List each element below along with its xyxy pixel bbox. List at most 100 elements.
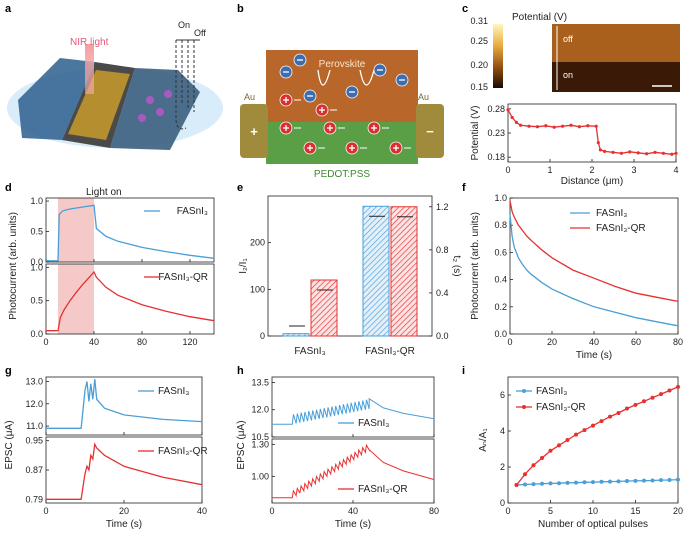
x-tick-label: 10 (588, 506, 598, 516)
trap-well (359, 69, 375, 86)
light-on-label: Light on (86, 187, 122, 198)
x-tick-label: 0 (43, 506, 48, 516)
nir-beam (85, 44, 94, 94)
series-line-red-point (650, 395, 655, 400)
potential-profile-line-point (514, 120, 519, 124)
series-line-red-point (582, 428, 587, 433)
y-tick-label: 0.8 (494, 220, 507, 230)
x-tick-label: 0 (505, 165, 510, 175)
potential-profile-line-point (619, 151, 624, 155)
y2-tick-label: 0.0 (436, 331, 449, 341)
colorbar-title: Potential (V) (512, 12, 567, 23)
panel-labels: a b c d e f g h i (5, 3, 468, 377)
map-on-region (552, 62, 680, 92)
chart-c-profile: 0 1 2 3 4 0.28 0.23 0.18 Distance (μm) Potential … (470, 103, 679, 187)
y-tick-label: 12.0 (25, 399, 43, 409)
series-line-blue-point (574, 480, 578, 485)
y-tick-label: 0.28 (487, 104, 505, 114)
x-axis-label: Time (s) (576, 350, 612, 361)
y-tick-label: 0.0 (30, 329, 43, 339)
panel-label-h: h (237, 365, 244, 377)
x-tick-label: 40 (589, 337, 599, 347)
potential-profile-line-point (636, 151, 640, 155)
y2-tick-label: 0.8 (436, 245, 449, 255)
series-line-red-point (565, 438, 570, 442)
y-tick-label: 0.18 (487, 152, 505, 162)
series-line-red-point (667, 388, 672, 393)
pulse-waveform (175, 40, 195, 130)
series-line-blue-point (633, 478, 638, 483)
pulse-train-line-h_top (272, 397, 435, 425)
x-tick-label: 20 (673, 506, 683, 516)
y-axis-label: Photocurrent (arb. units) (8, 212, 19, 320)
y-tick-label: 0.2 (494, 302, 507, 312)
chart-e-frame (267, 195, 433, 337)
perovskite-layer (266, 50, 418, 122)
potential-profile-line (507, 109, 677, 155)
series-line-blue-point (650, 478, 655, 483)
series-line-blue-point (667, 477, 672, 482)
y-tick-label: 6 (500, 390, 505, 400)
y-tick-label: 100 (250, 284, 265, 294)
series-line-red-point (625, 406, 629, 411)
series-line-red-point (548, 448, 553, 453)
series-line-blue-point (616, 479, 621, 484)
potential-profile-line-point (594, 124, 598, 128)
series-line-blue-point (608, 479, 612, 484)
panel-label-d: d (5, 182, 12, 194)
potential-profile-line-point (670, 152, 674, 156)
potential-profile-line-point (519, 123, 523, 127)
map-off-label: off (563, 34, 573, 44)
series-line-blue-point (582, 480, 587, 485)
chart-d_top-frame (45, 197, 215, 263)
potential-profile-line-point (561, 124, 565, 128)
x-tick-label: 120 (182, 337, 197, 347)
on-label: On (178, 20, 190, 30)
y-tick-label: 0.79 (25, 494, 43, 504)
y-tick-label: 4 (500, 426, 505, 436)
y-tick-label: 0.5 (30, 296, 43, 306)
y2-axis-label: t₂ (s) (451, 255, 462, 276)
potential-profile-line-point (674, 151, 678, 155)
nir-light-label: NIR light (70, 37, 109, 48)
potential-profile-line-point (544, 124, 548, 128)
trap-well (317, 69, 331, 86)
series-line-blue (509, 214, 679, 327)
series-line-red-point (676, 384, 680, 389)
chart-h-epsc-train: 10.5 12.0 13.5 FASnI₃ 0 40 80 1.00 1.30 FASnI₃-QR… (236, 376, 439, 530)
x-tick-label: 1 (547, 165, 552, 175)
x-tick-label: 0 (507, 337, 512, 347)
panel-c: Potential (V) 0.31 0.25 0.20 0.15 off on… (470, 12, 680, 187)
x-tick-label: 80 (429, 506, 439, 516)
y-tick-label: 200 (250, 238, 265, 248)
panel-label-b: b (237, 3, 244, 15)
x-tick-label: 15 (630, 506, 640, 516)
x-tick-label: 80 (673, 337, 683, 347)
panel-label-e: e (237, 182, 243, 194)
x-tick-label: 4 (673, 165, 678, 175)
series-line-red-point (616, 411, 621, 415)
series-line-red-point (608, 414, 612, 419)
left-electrode-block (18, 58, 95, 140)
legend-label: FASnI₃ (177, 206, 208, 217)
x-tick-label: 2 (589, 165, 594, 175)
pedot-label: PEDOT:PSS (314, 169, 370, 180)
panel-b-schematic: Perovskite PEDOT:PSS Au Au + − (240, 50, 444, 180)
y-tick-label: 0.23 (487, 128, 505, 138)
category-label: FASnI₃-QR (365, 346, 415, 357)
potential-profile-line-point (645, 152, 649, 156)
potential-profile-line-point (611, 150, 615, 154)
y-tick-label: 0.95 (25, 436, 43, 446)
y-axis-label: I₂/I₁ (238, 258, 249, 274)
colorbar-tick: 0.25 (470, 36, 488, 46)
map-on-label: on (563, 70, 573, 80)
colorbar-tick: 0.31 (470, 16, 488, 26)
chart-d-photocurrent: 0.0 0.5 1.0 FASnI₃ 0 40 80 120 0.0 0.5 1.0 FASnI₃-Q… (8, 187, 215, 347)
legend-label: FASnI₃-QR (536, 402, 586, 413)
x-tick-label: 40 (197, 506, 207, 516)
colorbar (493, 24, 503, 88)
potential-profile-line-point (552, 125, 556, 129)
y-tick-label: 1.00 (251, 471, 269, 481)
series-line-red-point (557, 443, 561, 448)
bar-ratio-0 (282, 333, 310, 337)
